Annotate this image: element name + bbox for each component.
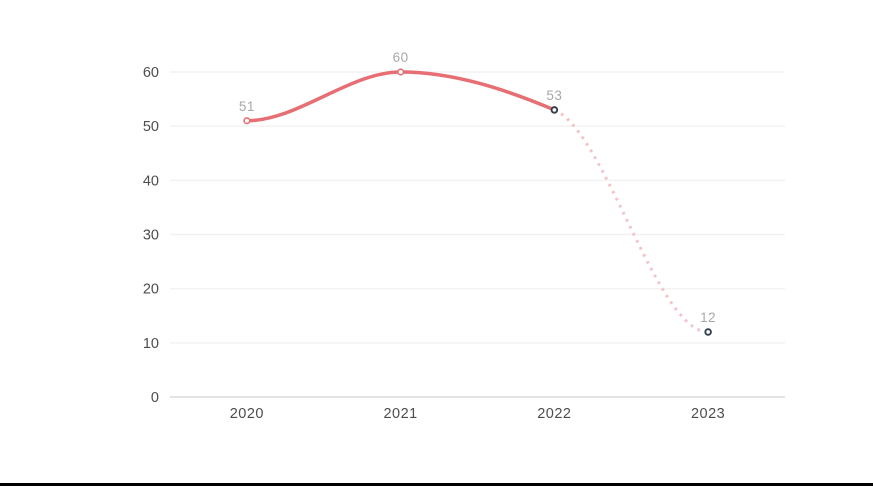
data-point-label: 12: [700, 310, 716, 325]
line-chart: 0 10 20 30 40 50 60 2020 2021 2022 2023 51 60 53 12: [143, 50, 785, 422]
x-tick-label: 2021: [383, 406, 417, 422]
y-tick-label: 0: [151, 390, 159, 406]
data-point-label: 53: [546, 88, 562, 103]
data-point-marker[interactable]: [550, 106, 559, 114]
data-point-label: 60: [393, 50, 409, 65]
series-line-solid: [245, 70, 557, 123]
chart-figure: 0 10 20 30 40 50 60 2020 2021 2022 2023 51 60 53 12: [40, 16, 873, 446]
data-point-label: 51: [239, 99, 255, 114]
window-bottom-border: [0, 483, 873, 486]
y-tick-label: 20: [143, 282, 159, 298]
data-point-marker[interactable]: [704, 328, 712, 336]
y-tick-label: 50: [143, 119, 159, 135]
x-tick-label: 2020: [230, 406, 264, 422]
data-point-marker[interactable]: [243, 117, 251, 125]
x-tick-label: 2022: [537, 406, 571, 422]
y-tick-label: 30: [143, 228, 159, 244]
data-point-marker[interactable]: [397, 68, 405, 76]
y-tick-label: 60: [143, 65, 159, 81]
y-tick-label: 10: [143, 336, 159, 352]
series-line-dotted-projection: [553, 108, 709, 334]
x-tick-label: 2023: [691, 406, 725, 422]
y-tick-label: 40: [143, 173, 159, 189]
